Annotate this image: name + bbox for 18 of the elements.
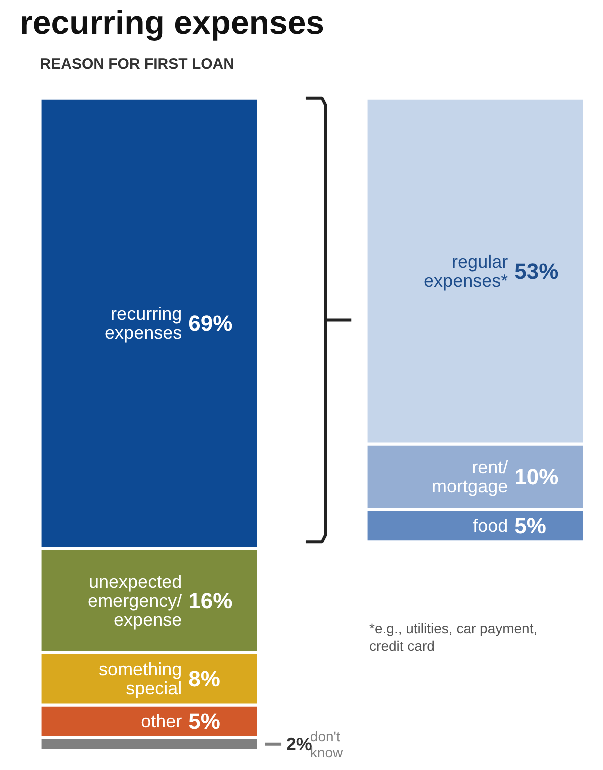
data-label: 69%	[188, 311, 233, 336]
series-label: rent/ mortgage	[432, 457, 508, 496]
series-label: other	[141, 712, 182, 732]
series-label: recurring expenses	[105, 304, 182, 344]
data-label: 5%	[514, 513, 546, 538]
data-label: 16%	[188, 588, 233, 614]
series-label: something special	[99, 660, 182, 699]
series-label: food	[473, 516, 508, 536]
data-label: 5%	[188, 709, 220, 734]
data-label: 53%	[514, 258, 559, 284]
data-label: 2%	[286, 734, 312, 754]
text: *e.g., utilities, car payment, credit card	[370, 620, 538, 654]
chart-title: recurring expenses	[20, 4, 325, 41]
data-label: 8%	[188, 666, 220, 692]
chart-subtitle: REASON FOR FIRST LOAN	[40, 56, 234, 73]
data-label: 10%	[514, 464, 559, 490]
series-label: regular expenses*	[424, 252, 508, 291]
series-label: unexpected emergency/ expense	[88, 572, 182, 630]
